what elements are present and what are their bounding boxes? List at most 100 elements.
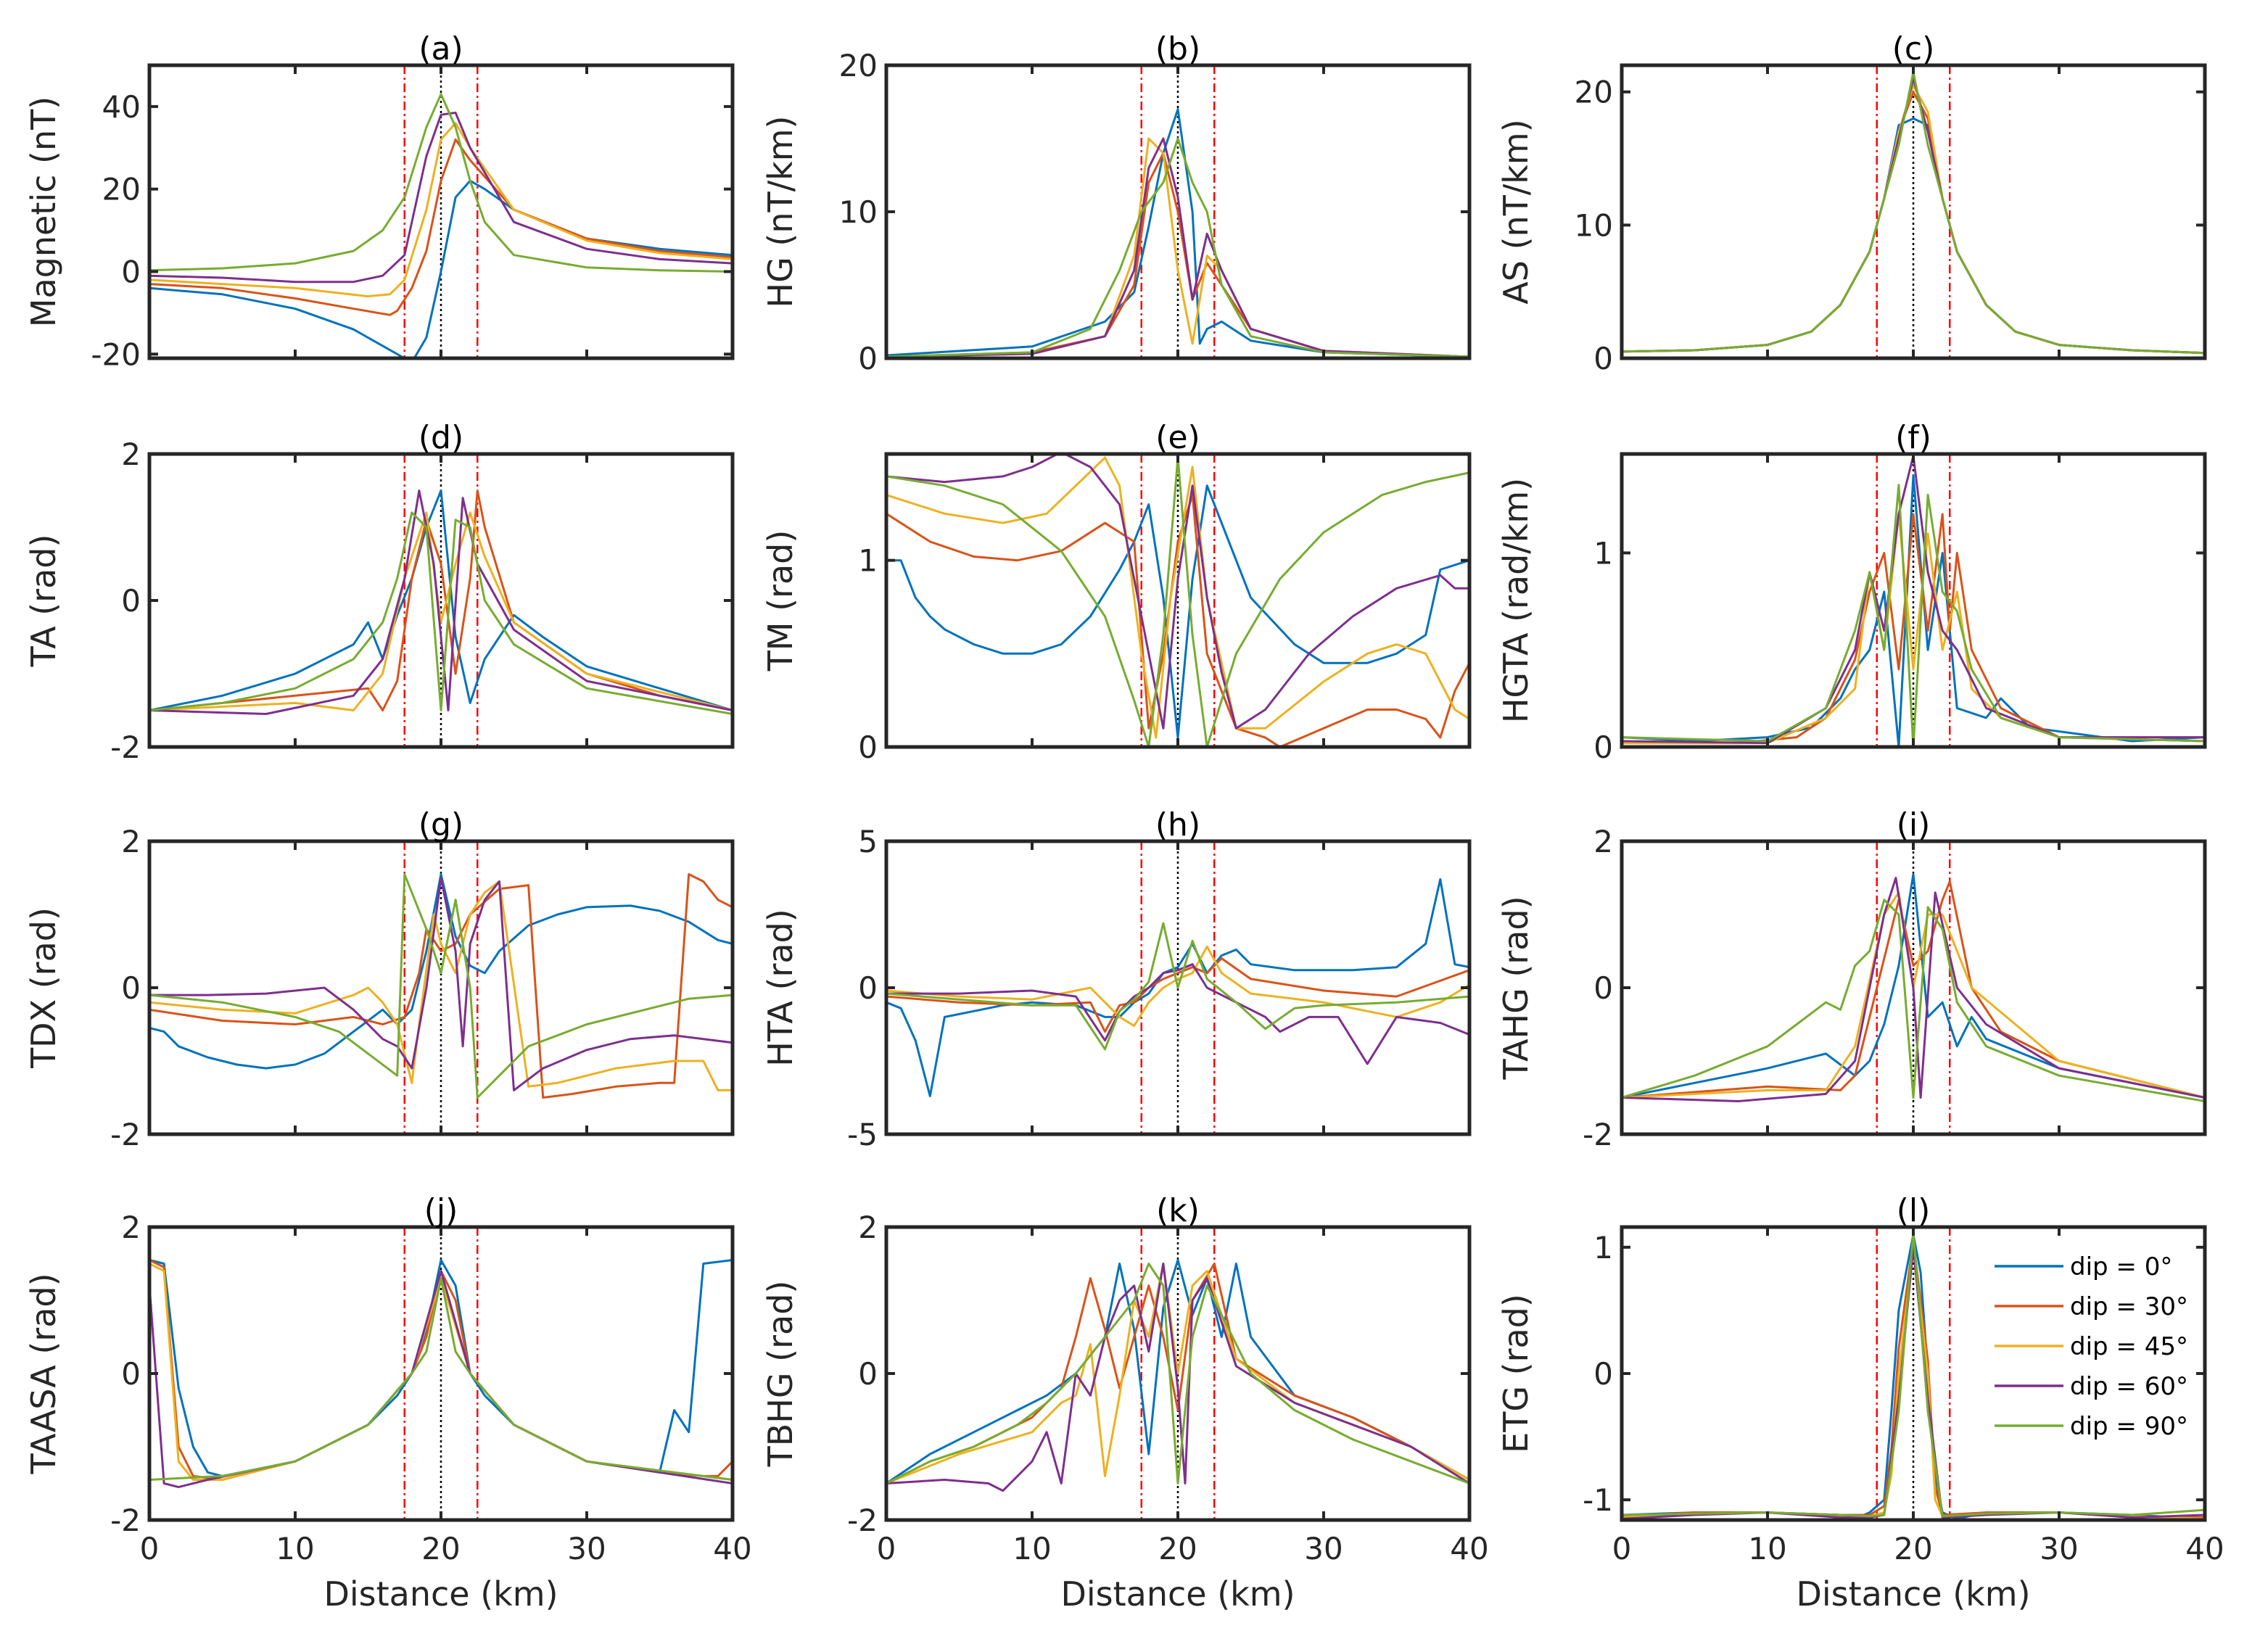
series-line-dip-90 bbox=[149, 511, 733, 715]
y-tick-label: 0 bbox=[121, 583, 141, 619]
series-line-dip-45 bbox=[149, 122, 733, 298]
x-axis-label: Distance (km) bbox=[1060, 1574, 1295, 1614]
series-line-dip-60 bbox=[886, 137, 1469, 358]
series-line-dip-90 bbox=[1622, 1231, 2205, 1518]
series-group bbox=[886, 878, 1469, 1097]
x-tick-label: 10 bbox=[276, 1531, 314, 1566]
y-tick-label: -2 bbox=[1583, 1117, 1613, 1152]
panel-j: 0 10 20 30 40-202 (j)TAASA (rad)Distance (km) bbox=[24, 1192, 752, 1614]
panel-title: (k) bbox=[1156, 1192, 1200, 1229]
y-tick-label: 1 bbox=[1593, 1230, 1613, 1265]
x-axis-label: Distance (km) bbox=[1796, 1574, 2030, 1614]
y-tick-label: 0 bbox=[121, 255, 141, 290]
panel-title: (c) bbox=[1892, 30, 1935, 67]
panel-b: 0 10 20 (b) HG (nT/km) bbox=[761, 30, 1472, 376]
x-tick-label: 20 bbox=[1158, 1531, 1197, 1566]
panel-c: 0 10 20 (c) AS (nT/km) bbox=[1496, 30, 2207, 376]
panel-a: -20 0 20 40 (a) Magnetic (nT) bbox=[24, 30, 735, 372]
panel-title: (a) bbox=[418, 30, 463, 67]
legend-entry: dip = 60° bbox=[2070, 1372, 2188, 1401]
series-line-dip-60 bbox=[886, 963, 1469, 1065]
series-group bbox=[149, 93, 733, 358]
y-axis-label: Magnetic (nT) bbox=[24, 96, 63, 327]
series-line-dip-60 bbox=[149, 490, 733, 715]
y-axis-label: TDX (rad) bbox=[24, 907, 63, 1069]
series-line-dip-30 bbox=[886, 1263, 1469, 1484]
y-axis-label: TAHG (rad) bbox=[1496, 896, 1535, 1080]
y-tick-label: 0 bbox=[121, 1356, 141, 1392]
y-tick-label: 1 bbox=[1593, 535, 1613, 571]
y-tick-label: -5 bbox=[847, 1117, 878, 1152]
panel-title: (f) bbox=[1895, 419, 1931, 456]
y-tick-label: 0 bbox=[1593, 730, 1613, 765]
legend-entry: dip = 0° bbox=[2070, 1252, 2172, 1281]
y-tick-label: 0 bbox=[1593, 341, 1613, 376]
series-group bbox=[149, 873, 733, 1099]
series-line-dip-60 bbox=[149, 111, 733, 284]
series-line-dip-90 bbox=[886, 922, 1469, 1051]
series-group bbox=[1622, 455, 2205, 747]
series-line-dip-45 bbox=[149, 880, 733, 1091]
legend-entry: dip = 90° bbox=[2070, 1412, 2188, 1441]
y-tick-label: 0 bbox=[858, 341, 878, 376]
y-tick-label: 0 bbox=[1593, 970, 1613, 1006]
y-tick-label: 0 bbox=[858, 1356, 878, 1392]
y-axis-label: TA (rad) bbox=[24, 534, 63, 668]
panel-title: (d) bbox=[418, 419, 463, 456]
y-axis-label: HTA (rad) bbox=[761, 909, 800, 1066]
panel-f: 0 1 (f) HGTA (rad/km) bbox=[1496, 419, 2207, 765]
x-tick-label: 30 bbox=[567, 1531, 606, 1566]
panel-i: -2 0 2 (i) TAHG (rad) bbox=[1496, 806, 2207, 1152]
y-tick-label: -1 bbox=[1583, 1482, 1613, 1518]
panel-k: 0 10 20 30 40-202 (k)TBHG (rad)Distance (km) bbox=[761, 1192, 1489, 1614]
y-axis-label: HGTA (rad/km) bbox=[1496, 478, 1535, 723]
panel-title: (i) bbox=[1897, 806, 1931, 843]
y-tick-label: 10 bbox=[1575, 207, 1613, 243]
panel-h: -5 0 5 (h) HTA (rad) bbox=[761, 806, 1472, 1152]
y-tick-label: -2 bbox=[110, 1503, 141, 1538]
series-group bbox=[886, 108, 1469, 358]
x-tick-label: 0 bbox=[1612, 1531, 1632, 1566]
y-axis-label: AS (nT/km) bbox=[1496, 119, 1535, 304]
panel-title: (h) bbox=[1155, 806, 1200, 843]
series-line-dip-45 bbox=[1622, 513, 2205, 745]
series-line-dip-0 bbox=[886, 484, 1469, 739]
y-tick-label: 0 bbox=[121, 970, 141, 1006]
x-tick-label: 40 bbox=[2185, 1531, 2224, 1566]
series-line-dip-90 bbox=[1622, 484, 2205, 747]
y-tick-label: 2 bbox=[121, 437, 141, 472]
y-tick-label: 40 bbox=[102, 89, 141, 125]
series-line-dip-30 bbox=[886, 494, 1469, 747]
x-tick-label: 40 bbox=[713, 1531, 751, 1566]
series-group bbox=[149, 1259, 733, 1489]
y-tick-label: 5 bbox=[858, 824, 878, 859]
y-tick-label: 0 bbox=[858, 730, 878, 765]
y-tick-label: 10 bbox=[839, 194, 878, 230]
series-line-dip-30 bbox=[886, 957, 1469, 1033]
x-tick-label: 30 bbox=[1304, 1531, 1343, 1566]
series-line-dip-60 bbox=[1622, 455, 2205, 745]
series-line-dip-45 bbox=[149, 511, 733, 711]
y-tick-label: -2 bbox=[110, 1117, 141, 1152]
panel-title: (b) bbox=[1155, 30, 1200, 67]
x-tick-label: 20 bbox=[1894, 1531, 1932, 1566]
series-line-dip-90 bbox=[886, 1263, 1469, 1484]
y-tick-label: 0 bbox=[858, 970, 878, 1006]
y-tick-label: 0 bbox=[1593, 1356, 1613, 1392]
panel-l: 0 10 20 30 40 -1 0 1 (l) ETG (rad) Distance (km) bbox=[1496, 1192, 2224, 1614]
series-line-dip-45 bbox=[886, 137, 1469, 358]
series-line-dip-30 bbox=[149, 138, 733, 316]
series-group bbox=[886, 1259, 1469, 1492]
y-tick-label: -2 bbox=[847, 1503, 878, 1538]
series-group bbox=[1622, 873, 2205, 1102]
y-axis-label: TM (rad) bbox=[761, 530, 800, 672]
series-line-dip-0 bbox=[149, 873, 733, 1070]
series-line-dip-30 bbox=[1622, 880, 2205, 1099]
y-tick-label: 1 bbox=[858, 543, 878, 579]
series-line-dip-60 bbox=[886, 454, 1469, 730]
x-tick-label: 20 bbox=[421, 1531, 460, 1566]
panel-title: (g) bbox=[418, 806, 463, 843]
series-line-dip-60 bbox=[1622, 877, 2205, 1102]
y-tick-label: 20 bbox=[1575, 75, 1613, 110]
